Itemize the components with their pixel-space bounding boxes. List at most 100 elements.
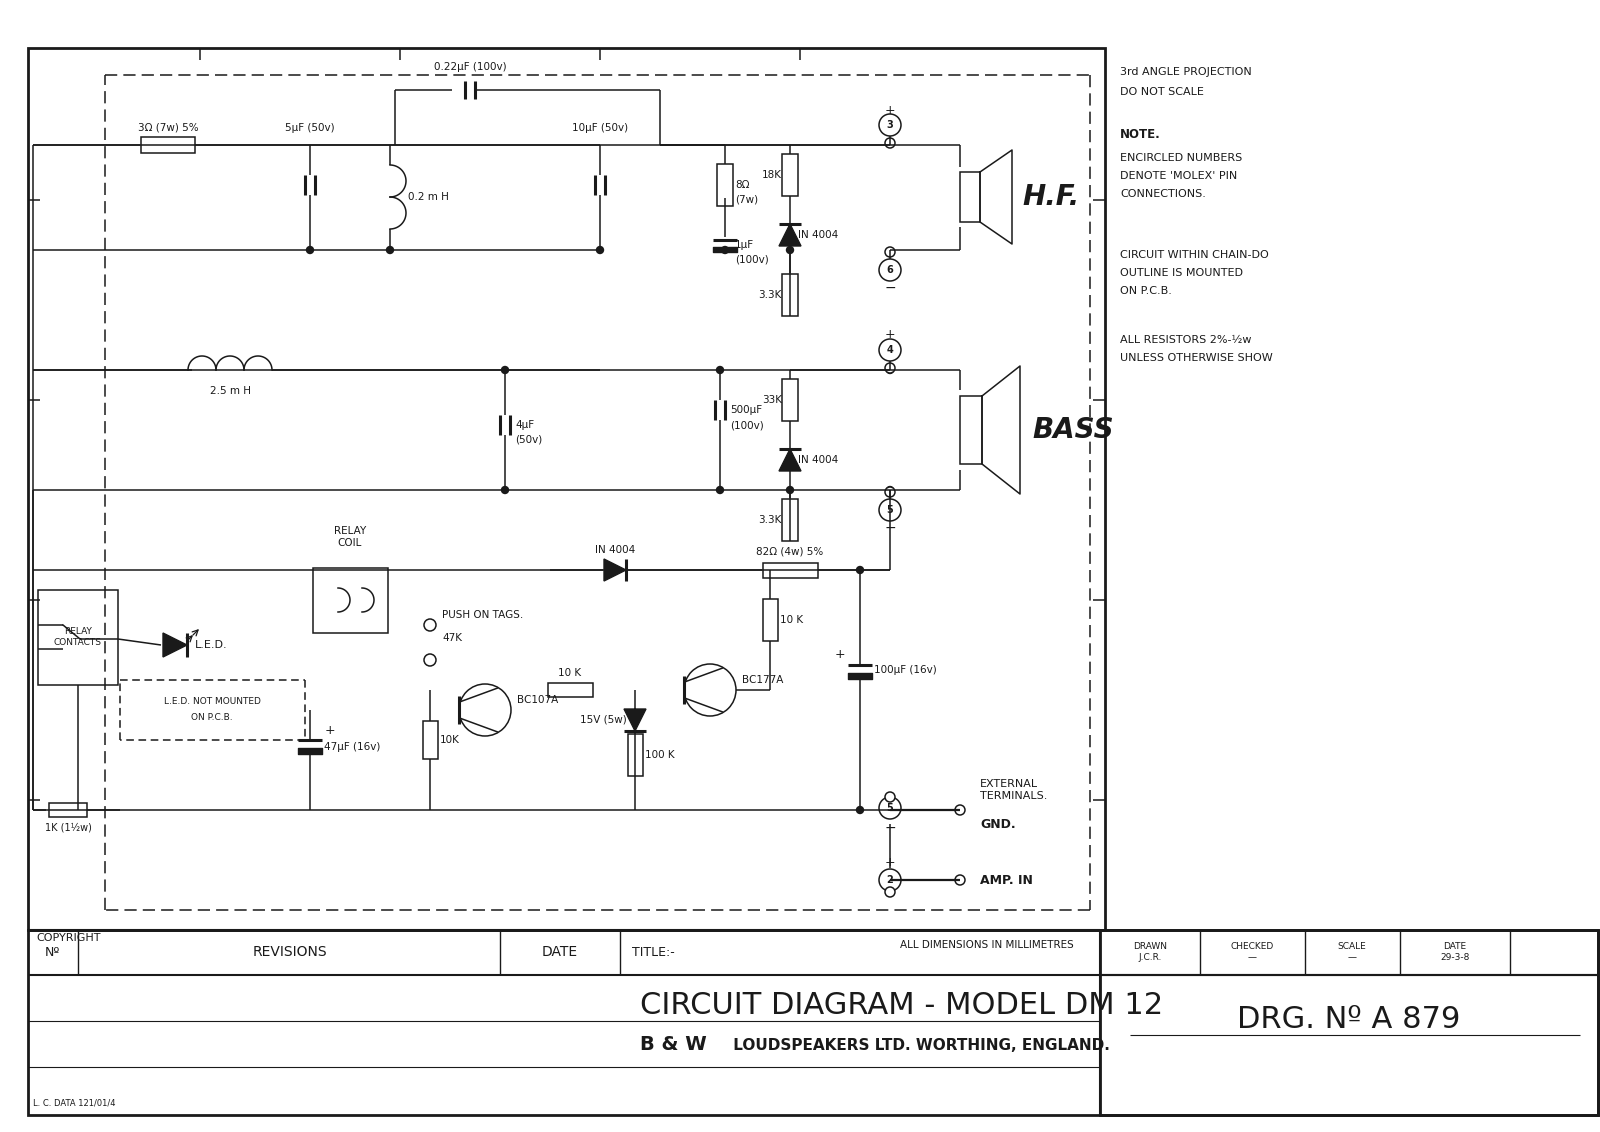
- Text: ENCIRCLED NUMBERS: ENCIRCLED NUMBERS: [1120, 153, 1242, 163]
- Text: 5: 5: [886, 803, 893, 813]
- Text: 4μF: 4μF: [515, 420, 534, 430]
- Text: DATE
29-3-8: DATE 29-3-8: [1440, 942, 1470, 962]
- Text: 82Ω (4w) 5%: 82Ω (4w) 5%: [757, 546, 824, 556]
- Text: 4: 4: [886, 345, 893, 355]
- Text: IN 4004: IN 4004: [595, 544, 635, 555]
- Circle shape: [955, 875, 965, 885]
- Text: ALL DIMENSIONS IN MILLIMETRES: ALL DIMENSIONS IN MILLIMETRES: [899, 940, 1074, 950]
- Text: RELAY
COIL: RELAY COIL: [334, 526, 366, 548]
- Circle shape: [424, 654, 435, 666]
- Circle shape: [885, 792, 894, 801]
- Bar: [38, 590, 118, 685]
- Bar: [29, 48, 1106, 931]
- Circle shape: [955, 805, 965, 815]
- Polygon shape: [779, 449, 802, 471]
- Text: B & W: B & W: [640, 1036, 707, 1055]
- Text: −: −: [885, 521, 896, 535]
- Text: H.F.: H.F.: [1022, 183, 1078, 211]
- Bar: [782, 274, 798, 316]
- Text: 2: 2: [886, 875, 893, 885]
- Bar: [50, 803, 86, 817]
- Circle shape: [856, 566, 864, 574]
- Text: (7w): (7w): [734, 194, 758, 204]
- Text: LOUDSPEAKERS LTD. WORTHING, ENGLAND.: LOUDSPEAKERS LTD. WORTHING, ENGLAND.: [728, 1038, 1110, 1053]
- Text: 1μF: 1μF: [734, 240, 754, 250]
- Bar: [627, 734, 643, 777]
- Text: ALL RESISTORS 2%-½w: ALL RESISTORS 2%-½w: [1120, 335, 1251, 345]
- Circle shape: [878, 869, 901, 891]
- Text: 3rd ANGLE PROJECTION: 3rd ANGLE PROJECTION: [1120, 67, 1251, 77]
- Text: 33K: 33K: [762, 395, 782, 405]
- Text: DRG. Nº A 879: DRG. Nº A 879: [1237, 1005, 1461, 1035]
- Circle shape: [878, 259, 901, 281]
- Circle shape: [597, 247, 603, 254]
- Bar: [782, 379, 798, 421]
- Circle shape: [501, 487, 509, 494]
- Circle shape: [885, 247, 894, 257]
- Text: 10 K: 10 K: [558, 668, 581, 678]
- Text: CIRCUIT WITHIN CHAIN-DO: CIRCUIT WITHIN CHAIN-DO: [1120, 250, 1269, 260]
- Text: ON P.C.B.: ON P.C.B.: [1120, 286, 1171, 295]
- Polygon shape: [779, 224, 802, 246]
- Text: EXTERNAL
TERMINALS.: EXTERNAL TERMINALS.: [979, 779, 1048, 800]
- Circle shape: [685, 664, 736, 717]
- Circle shape: [717, 367, 723, 374]
- Text: BASS: BASS: [1032, 415, 1114, 444]
- Bar: [717, 164, 733, 206]
- Text: PUSH ON TAGS.: PUSH ON TAGS.: [442, 610, 523, 620]
- Text: DRAWN
J.C.R.: DRAWN J.C.R.: [1133, 942, 1166, 962]
- Text: UNLESS OTHERWISE SHOW: UNLESS OTHERWISE SHOW: [1120, 353, 1272, 363]
- Text: DATE: DATE: [542, 945, 578, 959]
- Text: −: −: [885, 821, 896, 835]
- Text: GND.: GND.: [979, 818, 1016, 832]
- Text: (100v): (100v): [734, 254, 768, 264]
- Circle shape: [878, 499, 901, 521]
- Text: IN 4004: IN 4004: [798, 230, 838, 240]
- Circle shape: [885, 138, 894, 148]
- Text: 6: 6: [886, 265, 893, 275]
- Circle shape: [885, 487, 894, 497]
- Text: 3.3K: 3.3K: [758, 515, 782, 525]
- Text: 10K: 10K: [440, 735, 459, 745]
- Text: CHECKED
—: CHECKED —: [1230, 942, 1274, 962]
- Circle shape: [387, 247, 394, 254]
- Text: IN 4004: IN 4004: [798, 455, 838, 465]
- Text: TITLE:-: TITLE:-: [632, 945, 675, 959]
- Bar: [782, 499, 798, 541]
- Text: 5μF (50v): 5μF (50v): [285, 123, 334, 132]
- Circle shape: [501, 367, 509, 374]
- Circle shape: [885, 363, 894, 374]
- Bar: [763, 563, 818, 577]
- Text: 0.22μF (100v): 0.22μF (100v): [434, 62, 506, 72]
- Text: BC177A: BC177A: [742, 675, 784, 685]
- Bar: [782, 154, 798, 196]
- Bar: [960, 396, 982, 464]
- Text: DO NOT SCALE: DO NOT SCALE: [1120, 87, 1203, 97]
- Circle shape: [885, 887, 894, 897]
- Text: COPYRIGHT: COPYRIGHT: [35, 933, 101, 943]
- Text: (100v): (100v): [730, 420, 763, 430]
- Circle shape: [878, 114, 901, 136]
- Polygon shape: [624, 709, 646, 731]
- Circle shape: [787, 487, 794, 494]
- Circle shape: [856, 806, 864, 814]
- Text: +: +: [885, 103, 896, 117]
- Bar: [29, 931, 1598, 1115]
- Text: L.E.D. NOT MOUNTED: L.E.D. NOT MOUNTED: [163, 697, 261, 706]
- Text: 500μF: 500μF: [730, 405, 762, 415]
- Text: +: +: [885, 856, 896, 868]
- Bar: [1101, 931, 1598, 1115]
- Text: 18K: 18K: [762, 170, 782, 180]
- Text: 3.3K: 3.3K: [758, 290, 782, 300]
- Circle shape: [878, 338, 901, 361]
- Text: −: −: [885, 281, 896, 295]
- Bar: [763, 599, 778, 641]
- Text: 8Ω: 8Ω: [734, 180, 749, 190]
- Text: CIRCUIT DIAGRAM - MODEL DM 12: CIRCUIT DIAGRAM - MODEL DM 12: [640, 990, 1163, 1020]
- Text: REVISIONS: REVISIONS: [253, 945, 328, 959]
- Circle shape: [886, 367, 893, 374]
- Text: 5: 5: [886, 505, 893, 515]
- Bar: [422, 721, 437, 758]
- Polygon shape: [163, 633, 187, 657]
- Text: 10 K: 10 K: [781, 615, 803, 625]
